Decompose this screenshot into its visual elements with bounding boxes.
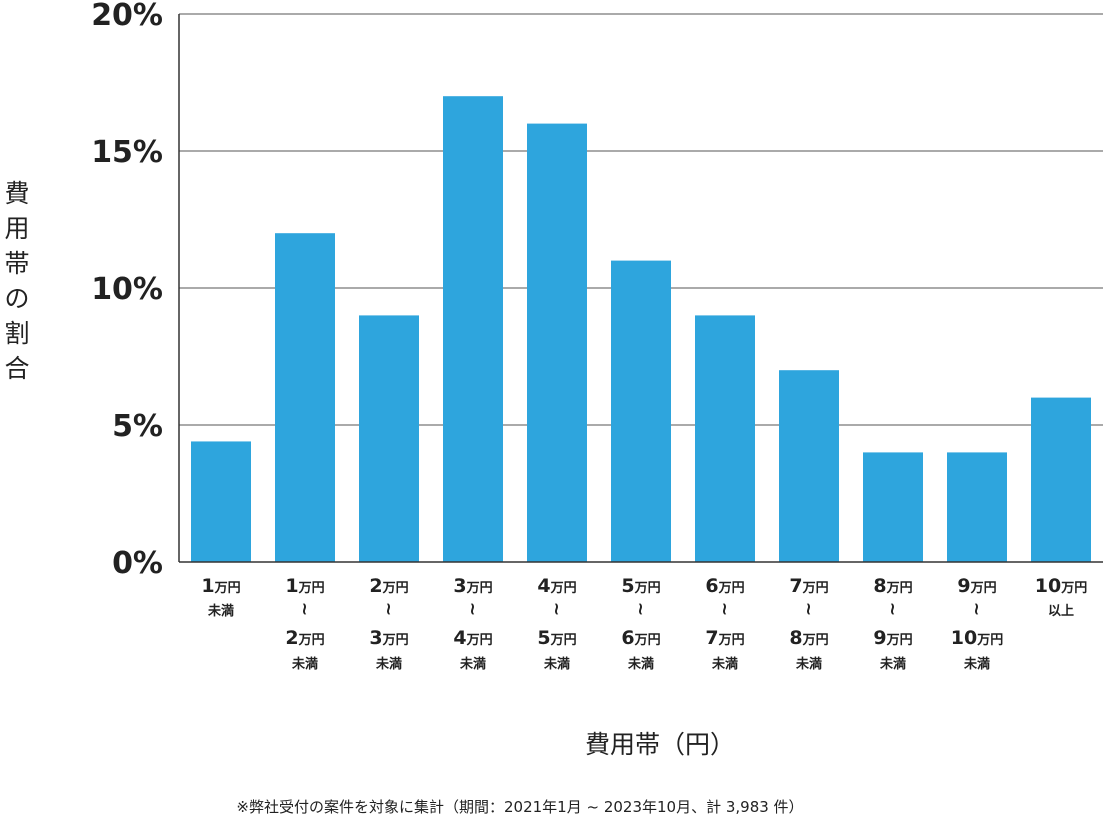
category-range-mark: ~ (714, 602, 734, 616)
y-axis-label-char: 帯 (4, 249, 30, 278)
category-qualifier: 未満 (459, 656, 486, 672)
category-range-mark: ~ (462, 602, 482, 616)
x-axis-label: 費用帯（円） (584, 730, 735, 759)
category-qualifier: 未満 (795, 656, 822, 672)
bar (611, 260, 671, 562)
y-tick-label: 5% (112, 409, 163, 444)
category-amount: 2万円 (285, 627, 324, 649)
category-qualifier: 未満 (879, 656, 906, 672)
category-amount: 6万円 (621, 627, 660, 649)
y-axis-label-char: 割 (4, 319, 30, 348)
category-amount: 10万円 (1035, 575, 1087, 597)
category-amount: 2万円 (369, 575, 408, 597)
category-qualifier: 未満 (207, 603, 234, 619)
category-amount: 5万円 (537, 627, 576, 649)
bar (191, 441, 251, 562)
x-category-labels: 1万円未満1万円~2万円未満2万円~3万円未満3万円~4万円未満4万円~5万円未… (201, 575, 1087, 672)
category-amount: 9万円 (873, 627, 912, 649)
category-amount: 1万円 (285, 575, 324, 597)
category-amount: 8万円 (789, 627, 828, 649)
y-tick-label: 10% (91, 272, 163, 307)
bar (863, 452, 923, 562)
category-range-mark: ~ (294, 602, 314, 616)
category-amount: 9万円 (957, 575, 996, 597)
category-amount: 7万円 (705, 627, 744, 649)
category-qualifier: 未満 (963, 656, 990, 672)
category-amount: 6万円 (705, 575, 744, 597)
category-range-mark: ~ (630, 602, 650, 616)
category-amount: 7万円 (789, 575, 828, 597)
footnote: ※弊社受付の案件を対象に集計（期間：2021年1月 ~ 2023年10月、計 3… (236, 798, 804, 816)
category-range-mark: ~ (966, 602, 986, 616)
y-tick-label: 20% (91, 0, 163, 33)
bar (779, 370, 839, 562)
category-amount: 4万円 (537, 575, 576, 597)
category-range-mark: ~ (798, 602, 818, 616)
y-tick-label: 15% (91, 135, 163, 170)
category-range-mark: ~ (882, 602, 902, 616)
bar (275, 233, 335, 562)
bar (947, 452, 1007, 562)
category-amount: 4万円 (453, 627, 492, 649)
category-range-mark: ~ (546, 602, 566, 616)
category-qualifier: 未満 (711, 656, 738, 672)
bar (695, 315, 755, 562)
y-tick-labels: 0% 5% 10% 15% 20% (91, 0, 163, 581)
category-range-mark: ~ (378, 602, 398, 616)
y-axis-label-char: 用 (4, 214, 30, 243)
y-axis-label-char: の (4, 284, 30, 313)
axes (178, 14, 1103, 563)
bars (191, 96, 1091, 562)
category-qualifier: 未満 (627, 656, 654, 672)
category-qualifier: 未満 (543, 656, 570, 672)
bar (527, 123, 587, 562)
bar (1031, 397, 1091, 562)
category-amount: 5万円 (621, 575, 660, 597)
category-amount: 8万円 (873, 575, 912, 597)
category-qualifier: 未満 (291, 656, 318, 672)
category-amount: 1万円 (201, 575, 240, 597)
category-amount: 10万円 (951, 627, 1003, 649)
y-tick-label: 0% (112, 546, 163, 581)
y-axis-label: 費 用 帯 の 割 合 (0, 176, 34, 386)
y-axis-label-char: 合 (4, 354, 30, 383)
category-qualifier: 未満 (375, 656, 402, 672)
bar (359, 315, 419, 562)
category-qualifier: 以上 (1048, 604, 1074, 619)
category-amount: 3万円 (453, 575, 492, 597)
bar (443, 96, 503, 562)
y-axis-label-char: 費 (4, 179, 30, 208)
category-amount: 3万円 (369, 627, 408, 649)
